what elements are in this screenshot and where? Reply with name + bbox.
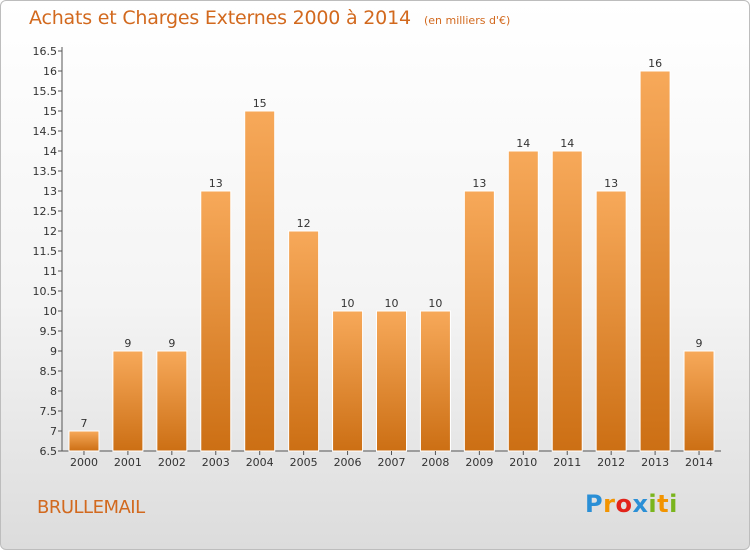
bar [683, 350, 715, 452]
bar-value-label: 9 [168, 337, 175, 350]
bar [244, 110, 276, 452]
logo-letter: x [632, 490, 649, 518]
bar [112, 350, 144, 452]
bar [288, 230, 320, 452]
x-tick-label: 2003 [202, 456, 230, 469]
y-tick-label: 13 [43, 185, 57, 198]
bar-value-label: 16 [648, 57, 662, 70]
x-tick-label: 2012 [597, 456, 625, 469]
bar-value-label: 15 [253, 97, 267, 110]
x-tick-label: 2011 [553, 456, 581, 469]
logo-letter: i [669, 490, 678, 518]
x-tick-label: 2000 [70, 456, 98, 469]
chart-title-main: Achats et Charges Externes 2000 à 2014 [29, 7, 411, 29]
logo-letter: P [585, 490, 604, 518]
logo-letter: i [648, 490, 658, 518]
chart-title-unit: (en milliers d'€) [423, 14, 511, 27]
y-tick-label: 15.5 [33, 85, 58, 98]
y-tick-label: 9 [50, 345, 57, 358]
bar [507, 150, 539, 452]
x-tick-label: 2005 [290, 456, 318, 469]
y-tick-label: 12 [43, 225, 57, 238]
bar-value-label: 9 [124, 337, 131, 350]
bar [419, 310, 451, 452]
bar [595, 190, 627, 452]
bar-value-label: 13 [604, 177, 618, 190]
y-tick-label: 14 [43, 145, 57, 158]
bar-value-label: 14 [560, 137, 574, 150]
bar [551, 150, 583, 452]
x-tick-label: 2008 [421, 456, 449, 469]
y-tick-label: 16 [43, 65, 57, 78]
logo-letter: t [657, 490, 670, 518]
y-tick-label: 12.5 [33, 205, 58, 218]
commune-name: BRULLEMAIL [37, 497, 145, 518]
x-tick-label: 2009 [465, 456, 493, 469]
bar-value-label: 12 [297, 217, 311, 230]
bar-value-label: 13 [209, 177, 223, 190]
y-tick-label: 13.5 [33, 165, 58, 178]
x-tick-label: 2014 [685, 456, 713, 469]
x-tick-label: 2002 [158, 456, 186, 469]
bar-value-label: 10 [428, 297, 442, 310]
logo-letter: r [603, 490, 616, 518]
bar [639, 70, 671, 452]
bar-value-label: 9 [696, 337, 703, 350]
x-tick-label: 2007 [378, 456, 406, 469]
bar [156, 350, 188, 452]
proxiti-logo: Proxiti [585, 490, 678, 518]
x-tick-label: 2006 [334, 456, 362, 469]
bar [463, 190, 495, 452]
x-tick-label: 2004 [246, 456, 274, 469]
y-tick-label: 14.5 [33, 125, 58, 138]
bar-value-label: 7 [80, 417, 87, 430]
y-tick-label: 8.5 [40, 365, 58, 378]
chart-title: Achats et Charges Externes 2000 à 2014 (… [29, 7, 510, 29]
bar-value-label: 14 [516, 137, 530, 150]
y-tick-label: 7.5 [40, 405, 58, 418]
bar [376, 310, 407, 452]
y-tick-label: 7 [50, 425, 57, 438]
y-tick-label: 10.5 [33, 285, 58, 298]
x-tick-label: 2001 [114, 456, 142, 469]
y-tick-label: 9.5 [40, 325, 58, 338]
y-tick-label: 8 [50, 385, 57, 398]
x-tick-label: 2013 [641, 456, 669, 469]
bar [332, 310, 364, 452]
bar-value-label: 10 [385, 297, 399, 310]
y-tick-label: 15 [43, 105, 57, 118]
y-tick-label: 6.5 [40, 445, 58, 458]
bar-value-label: 13 [472, 177, 486, 190]
y-tick-label: 11 [43, 265, 57, 278]
y-tick-label: 10 [43, 305, 57, 318]
bar [200, 190, 232, 452]
y-tick-label: 11.5 [33, 245, 58, 258]
bar [68, 430, 100, 452]
x-tick-label: 2010 [509, 456, 537, 469]
logo-letter: o [615, 490, 633, 518]
bar-value-label: 10 [341, 297, 355, 310]
y-tick-label: 16.5 [33, 45, 58, 58]
